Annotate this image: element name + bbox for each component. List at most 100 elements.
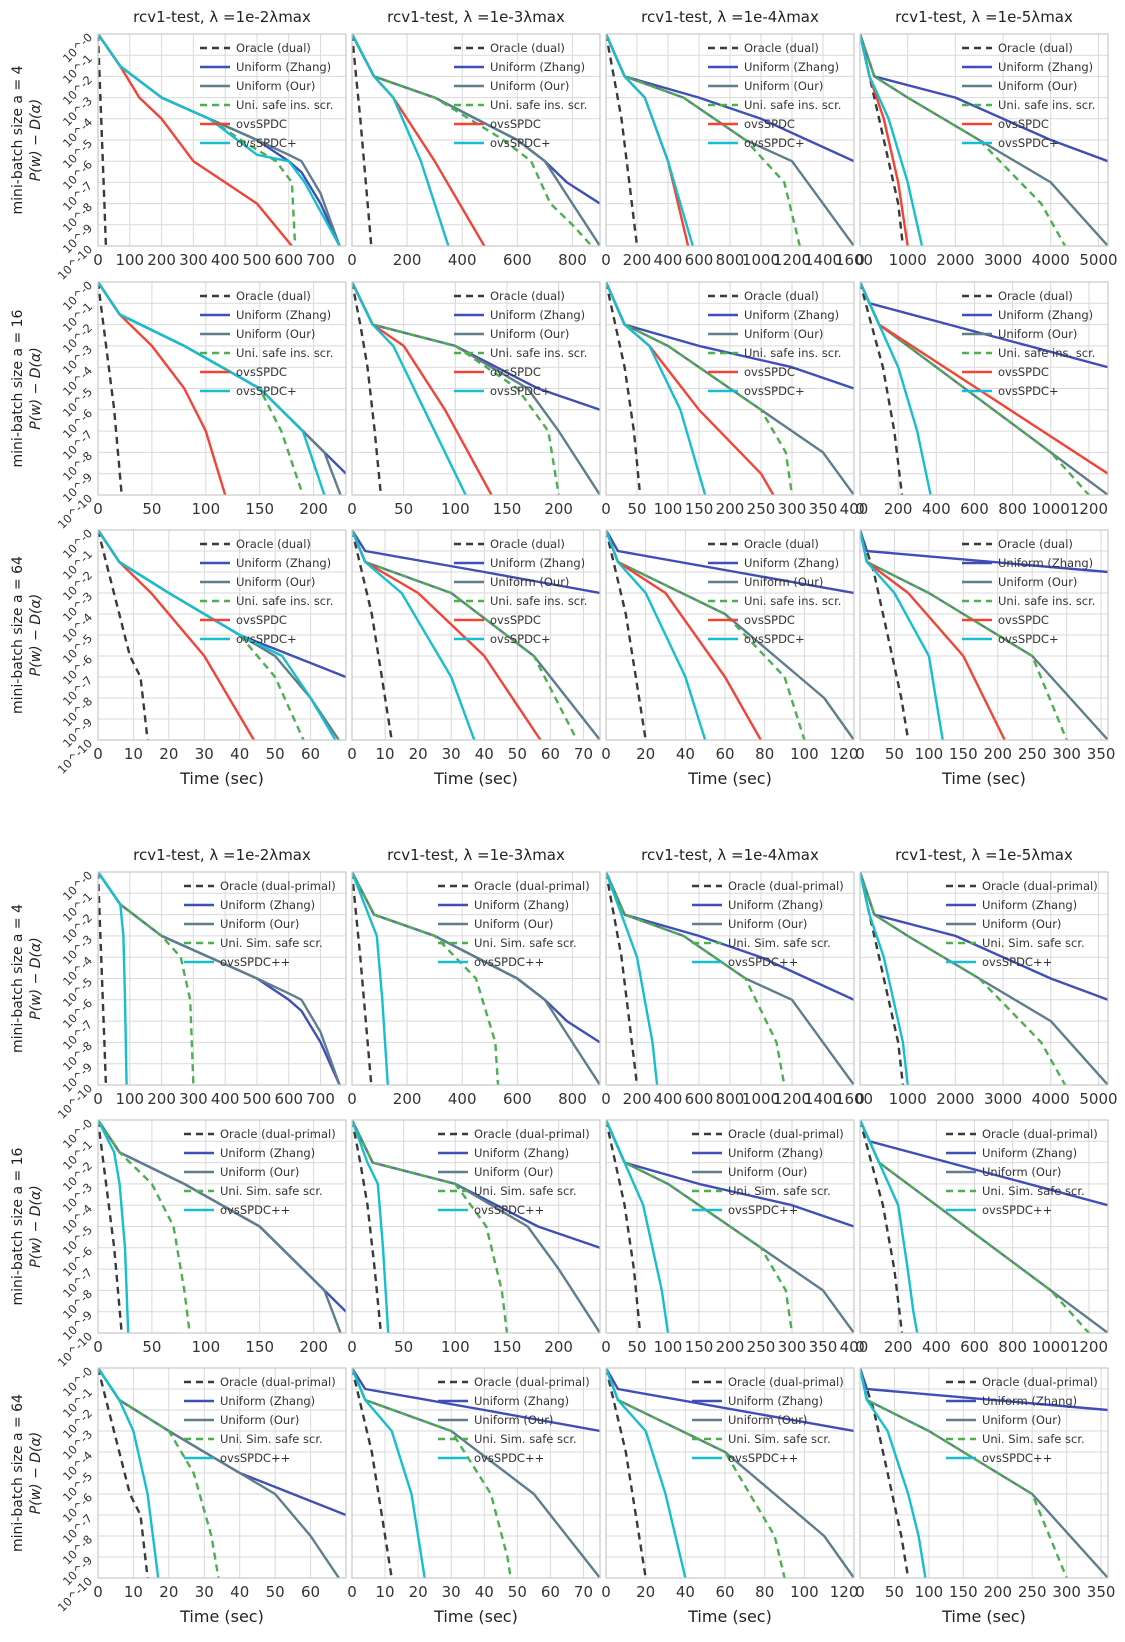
- series-line-ovsspdc: [352, 34, 450, 246]
- series-group: [860, 34, 1108, 246]
- x-tick-label: 100: [915, 745, 944, 763]
- x-tick-label: 250: [747, 500, 776, 518]
- x-tick-label: 20: [636, 1583, 655, 1601]
- x-tick-label: 200: [716, 1338, 745, 1356]
- legend-entry-uni-sim-safe-scr: Uni. Sim. safe scr.: [474, 1184, 577, 1198]
- legend: Oracle (dual-primal) Uniform (Zhang) Unifo…: [692, 1375, 844, 1465]
- x-tick-label: 200: [147, 1090, 176, 1108]
- series-line-oracle-dual: [98, 282, 123, 495]
- x-tick-label: 600: [503, 251, 532, 269]
- series-line-uni-sim-safe-scr: [98, 1368, 220, 1578]
- x-tick-label: 800: [558, 1090, 587, 1108]
- x-tick-label: 60: [541, 745, 560, 763]
- legend-entry-uni-safe-ins-scr: Uni. safe ins. scr.: [998, 98, 1095, 112]
- x-tick-label: 800: [716, 251, 745, 269]
- x-tick-label: 1000: [742, 1090, 780, 1108]
- legend-entry-ovsspdc: ovsSPDC+: [744, 632, 805, 646]
- legend-entry-uni-sim-safe-scr: Uni. Sim. safe scr.: [474, 1432, 577, 1446]
- x-tick-label: 70: [574, 745, 593, 763]
- x-tick-label: 0: [93, 745, 103, 763]
- legend-entry-uniform-zhang: Uniform (Zhang): [490, 308, 585, 322]
- legend-entry-ovsspdc: ovsSPDC+: [236, 136, 297, 150]
- series-line-uni-safe-ins-scr: [98, 282, 305, 495]
- x-tick-label: 700: [306, 1090, 335, 1108]
- panel-16: 0 1000 2000 3000 4000 5000 rcv1-test, λ =1e-5λ…: [855, 846, 1117, 1108]
- legend-entry-oracle-dual-primal: Oracle (dual-primal): [728, 1375, 844, 1389]
- x-tick-label: 400: [211, 1090, 240, 1108]
- series-line-ovsspdc: [860, 34, 924, 246]
- x-tick-label: 400: [922, 1338, 951, 1356]
- legend-entry-ovsspdc: ovsSPDC: [744, 613, 795, 627]
- series-line-uni-sim-safe-scr: [606, 872, 786, 1085]
- series-group: [352, 530, 600, 740]
- panel-frame: [859, 1367, 1109, 1579]
- legend-entry-uniform-zhang: Uniform (Zhang): [236, 60, 331, 74]
- series-group: [352, 34, 600, 246]
- panel-23: 0 20 40 60 80 100 120 Time (sec) Oracle (dual-pr…: [601, 1367, 858, 1626]
- x-tick-label: 150: [245, 1338, 274, 1356]
- legend-entry-uni-safe-ins-scr: Uni. safe ins. scr.: [236, 98, 333, 112]
- legend-entry-uniform-zhang: Uniform (Zhang): [490, 60, 585, 74]
- x-tick-label: 1200: [773, 251, 811, 269]
- series-line-oracle-dual: [606, 34, 639, 246]
- legend: Oracle (dual) Uniform (Zhang) Uniform (Our…: [454, 289, 587, 398]
- x-tick-label: 50: [627, 500, 646, 518]
- x-tick-label: 300: [778, 1338, 807, 1356]
- legend: Oracle (dual-primal) Uniform (Zhang) Unifo…: [438, 1127, 590, 1217]
- panel-frame: [97, 871, 347, 1086]
- x-tick-label: 40: [230, 745, 249, 763]
- legend: Oracle (dual) Uniform (Zhang) Uniform (Our…: [708, 537, 841, 646]
- x-tick-label: 50: [627, 1338, 646, 1356]
- legend: Oracle (dual-primal) Uniform (Zhang) Unifo…: [946, 1127, 1098, 1217]
- legend-entry-ovsspdc: ovsSPDC++: [728, 1451, 798, 1465]
- legend-entry-uniform-our: Uniform (Our): [220, 1165, 299, 1179]
- panel-13: 0 100 200 300 400 500 600 70010^-010^-110^-210^…: [10, 846, 347, 1122]
- y-axis-label: P(w) − D(α): [28, 99, 44, 181]
- x-axis-label: Time (sec): [941, 769, 1026, 788]
- series-group: [606, 1368, 854, 1578]
- panel-frame: [97, 281, 347, 496]
- x-tick-label: 10: [376, 1583, 395, 1601]
- legend-entry-uniform-zhang: Uniform (Zhang): [998, 60, 1093, 74]
- series-line-oracle-dual: [352, 34, 373, 246]
- series-line-oracle-dual: [98, 530, 149, 740]
- panel-2: 0 200 400 600 800 rcv1-test, λ =1e-3λmax Oracl…: [347, 8, 601, 269]
- panel-frame: [605, 1119, 855, 1334]
- panel-frame: [859, 529, 1109, 741]
- x-tick-label: 150: [493, 1338, 522, 1356]
- panel-18: 0 50 100 150 200 Oracle (dual-primal) Uniform …: [347, 1119, 601, 1356]
- x-tick-label: 600: [685, 251, 714, 269]
- series-line-oracle-dual-primal: [352, 1120, 383, 1333]
- y-axis-label: P(w) − D(α): [28, 1185, 44, 1267]
- x-tick-label: 600: [685, 1090, 714, 1108]
- legend-entry-uni-sim-safe-scr: Uni. Sim. safe scr.: [982, 1184, 1085, 1198]
- panel-frame: [351, 281, 601, 496]
- y-axis-label: P(w) − D(α): [28, 1432, 44, 1514]
- x-tick-label: 0: [93, 1583, 103, 1601]
- legend-entry-uniform-our: Uniform (Our): [236, 575, 315, 589]
- series-group: [860, 872, 1108, 1085]
- legend-entry-uniform-our: Uniform (Our): [490, 575, 569, 589]
- legend: Oracle (dual-primal) Uniform (Zhang) Unifo…: [184, 1375, 336, 1465]
- legend-entry-uni-safe-ins-scr: Uni. safe ins. scr.: [236, 346, 333, 360]
- series-line-ovsspdc: [98, 1120, 130, 1333]
- x-axis-label: Time (sec): [433, 769, 518, 788]
- panel-10: 0 10 20 30 40 50 60 70 Time (sec) Oracle (dual) Un…: [347, 529, 601, 788]
- series-line-ovsspdc: [606, 1120, 670, 1333]
- x-tick-label: 100: [654, 1338, 683, 1356]
- series-line-oracle-dual-primal: [98, 1368, 149, 1578]
- legend-entry-oracle-dual-primal: Oracle (dual-primal): [982, 879, 1098, 893]
- x-tick-label: 0: [93, 500, 103, 518]
- series-line-ovsspdc: [860, 1120, 919, 1333]
- series-line-uniform-zhang: [352, 530, 600, 595]
- series-line-uni-sim-safe-scr: [860, 1120, 1090, 1333]
- x-tick-label: 20: [159, 1583, 178, 1601]
- legend-entry-uni-safe-ins-scr: Uni. safe ins. scr.: [490, 346, 587, 360]
- legend-entry-uniform-zhang: Uniform (Zhang): [728, 898, 823, 912]
- legend-entry-ovsspdc: ovsSPDC+: [744, 136, 805, 150]
- x-tick-label: 3000: [984, 1090, 1022, 1108]
- series-line-uni-sim-safe-scr: [860, 872, 1067, 1085]
- panel-24: 0 50 100 150 200 250 300 350 Time (sec) Oracle (d…: [855, 1367, 1115, 1626]
- legend-entry-ovsspdc: ovsSPDC+: [490, 384, 551, 398]
- y-axis-label: P(w) − D(α): [28, 937, 44, 1019]
